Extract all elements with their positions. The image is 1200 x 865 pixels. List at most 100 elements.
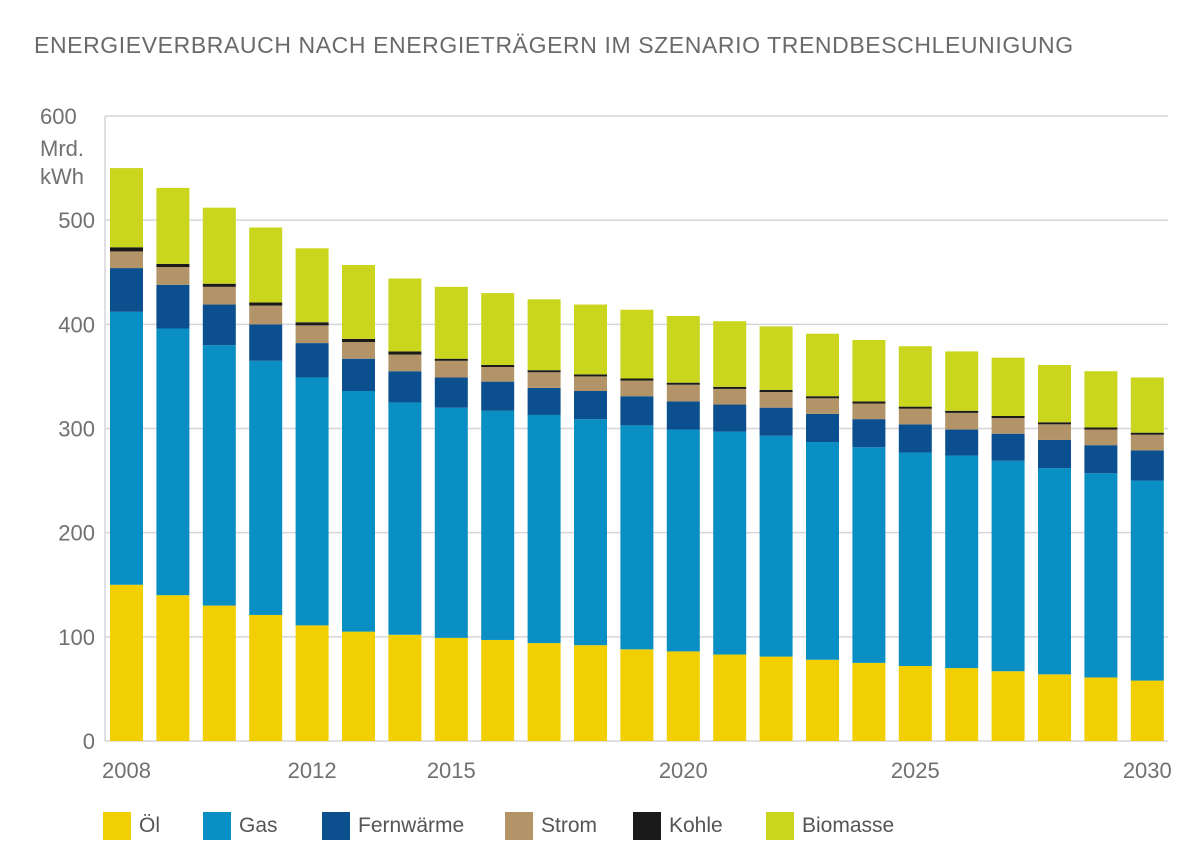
- bar-segment-öl: [991, 671, 1025, 741]
- bar-segment-fernwärme: [666, 401, 700, 430]
- bar-segment-strom: [759, 392, 793, 408]
- legend-swatch: [505, 812, 533, 840]
- bar-segment-biomasse: [249, 227, 283, 303]
- bar-segment-fernwärme: [249, 324, 283, 361]
- legend-label: Öl: [139, 814, 160, 837]
- legend-swatch: [103, 812, 131, 840]
- bar-segment-biomasse: [202, 207, 236, 284]
- x-tick-label: 2030: [1123, 758, 1172, 783]
- bar-segment-fernwärme: [574, 391, 607, 420]
- bar-segment-biomasse: [388, 278, 422, 352]
- y-tick-label: 0: [83, 729, 95, 754]
- bar-stack-2028: [1038, 364, 1071, 741]
- bar-segment-gas: [1038, 468, 1071, 675]
- bar-segment-gas: [806, 442, 839, 660]
- bar-segment-kohle: [666, 382, 700, 385]
- bar-segment-kohle: [898, 406, 932, 409]
- bar-segment-strom: [481, 367, 515, 382]
- bar-segment-biomasse: [342, 264, 375, 339]
- bar-segment-kohle: [388, 351, 422, 355]
- bar-segment-biomasse: [806, 333, 839, 397]
- bar-segment-öl: [342, 631, 375, 741]
- bar-segment-strom: [852, 403, 886, 420]
- bar-segment-kohle: [1130, 432, 1164, 435]
- bar-segment-öl: [852, 662, 886, 741]
- bar-segment-gas: [295, 377, 329, 626]
- bar-segment-öl: [898, 666, 932, 741]
- bar-segment-biomasse: [945, 351, 979, 411]
- bar-segment-kohle: [342, 338, 375, 343]
- bar-stack-2018: [574, 304, 607, 741]
- bar-segment-fernwärme: [852, 419, 886, 448]
- bar-segment-öl: [481, 639, 515, 741]
- bar-segment-strom: [991, 418, 1025, 434]
- bar-segment-gas: [527, 414, 561, 644]
- legend-label: Biomasse: [802, 814, 895, 837]
- bar-segment-gas: [666, 429, 700, 652]
- legend-item-fernwärme: Fernwärme: [322, 812, 464, 840]
- bar-segment-strom: [388, 354, 422, 372]
- bar-segment-kohle: [156, 263, 190, 268]
- bar-segment-gas: [620, 425, 654, 650]
- bar-segment-kohle: [1038, 422, 1071, 425]
- legend-item-öl: Öl: [103, 812, 160, 840]
- bar-segment-gas: [1084, 473, 1118, 678]
- bar-stack-2010: [202, 207, 236, 741]
- legend-swatch: [766, 812, 794, 840]
- bar-stack-2027: [991, 357, 1025, 741]
- bar-segment-kohle: [527, 370, 561, 373]
- bar-segment-kohle: [574, 374, 607, 377]
- bar-segment-strom: [806, 398, 839, 414]
- y-axis-unit-line1: Mrd.: [40, 136, 84, 161]
- y-axis-unit-line2: kWh: [40, 164, 84, 189]
- bar-segment-biomasse: [713, 321, 747, 387]
- bar-segment-biomasse: [991, 357, 1025, 416]
- bar-segment-strom: [1130, 434, 1164, 451]
- bar-segment-fernwärme: [898, 424, 932, 453]
- legend-label: Gas: [239, 814, 278, 837]
- bar-segment-kohle: [991, 416, 1025, 419]
- bar-stack-2022: [759, 326, 793, 741]
- bars: [110, 168, 1164, 741]
- bar-segment-strom: [202, 286, 236, 305]
- bar-segment-strom: [434, 360, 468, 378]
- bar-stack-2030: [1130, 377, 1164, 741]
- bar-segment-gas: [434, 407, 468, 638]
- bar-segment-biomasse: [666, 316, 700, 383]
- legend-swatch: [633, 812, 661, 840]
- bar-segment-öl: [527, 643, 561, 741]
- bar-segment-kohle: [295, 322, 329, 326]
- legend-label: Fernwärme: [358, 814, 465, 837]
- bar-stack-2008: [110, 168, 143, 741]
- bar-segment-fernwärme: [481, 381, 515, 411]
- legend-swatch: [322, 812, 350, 840]
- bar-segment-fernwärme: [110, 268, 143, 312]
- bar-stack-2024: [852, 339, 886, 741]
- bar-segment-kohle: [713, 386, 747, 389]
- legend-item-biomasse: Biomasse: [766, 812, 894, 840]
- bar-segment-gas: [202, 345, 236, 606]
- bar-segment-biomasse: [759, 326, 793, 390]
- bar-stack-2019: [620, 309, 654, 741]
- bar-segment-strom: [666, 384, 700, 402]
- y-tick-label: 400: [58, 312, 95, 337]
- bar-segment-öl: [759, 656, 793, 741]
- bar-segment-fernwärme: [202, 304, 236, 346]
- bar-segment-gas: [342, 391, 375, 632]
- bar-segment-kohle: [945, 410, 979, 413]
- bar-segment-strom: [1038, 424, 1071, 440]
- x-tick-label: 2025: [891, 758, 940, 783]
- legend-item-strom: Strom: [505, 812, 597, 840]
- bar-segment-biomasse: [574, 304, 607, 375]
- bar-segment-strom: [156, 267, 190, 285]
- bar-segment-öl: [249, 614, 283, 741]
- bar-segment-strom: [945, 412, 979, 430]
- bar-segment-gas: [249, 360, 283, 615]
- bar-segment-fernwärme: [759, 407, 793, 436]
- y-tick-label: 600: [40, 104, 77, 129]
- bar-segment-öl: [295, 625, 329, 741]
- bar-segment-biomasse: [481, 293, 515, 365]
- bar-segment-fernwärme: [434, 377, 468, 408]
- bar-segment-kohle: [202, 283, 236, 287]
- bar-segment-biomasse: [620, 309, 654, 379]
